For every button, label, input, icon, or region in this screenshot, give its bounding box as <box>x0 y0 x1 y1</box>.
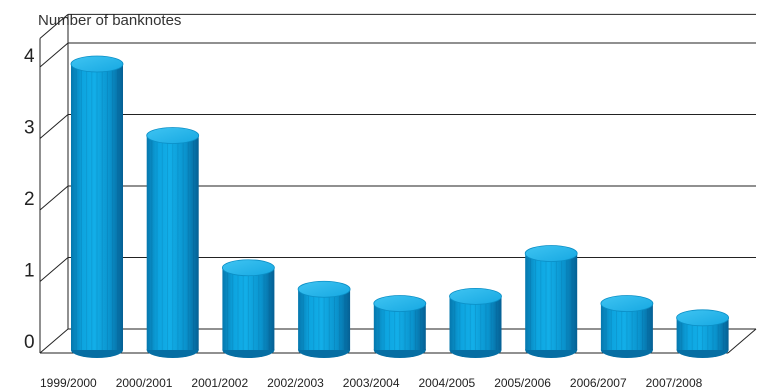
bar-top <box>524 245 578 262</box>
bar-body <box>222 267 275 350</box>
bar <box>221 259 275 358</box>
y-tick-label: 3 <box>24 118 35 139</box>
x-tick-label: 2002/2003 <box>267 376 324 390</box>
x-axis-ticks: 1999/2000 2000/2001 2001/2002 2002/2003 2003… <box>40 376 703 390</box>
bar-top <box>373 295 427 312</box>
bars-layer <box>70 55 729 358</box>
bar-body <box>146 135 199 350</box>
y-tick-label: 2 <box>24 189 35 210</box>
bar-top <box>297 280 351 298</box>
bar <box>70 55 124 358</box>
bar-body <box>71 64 123 350</box>
y-tick-label: 0 <box>24 332 35 353</box>
bar-top <box>70 55 124 73</box>
x-tick-label: 2000/2001 <box>116 376 173 390</box>
bar-top <box>221 259 275 277</box>
bar <box>373 295 427 358</box>
x-tick-label: 2001/2002 <box>191 376 248 390</box>
x-tick-label: 1999/2000 <box>40 376 97 390</box>
gridline-side <box>39 185 69 211</box>
bar-body <box>449 296 502 350</box>
bar-top <box>600 295 654 312</box>
bar <box>297 280 351 358</box>
bar-body <box>525 253 578 350</box>
x-tick-label: 2005/2006 <box>494 376 551 390</box>
gridline-side <box>39 42 69 68</box>
gridline-side <box>39 257 69 282</box>
y-tick-label: 1 <box>24 261 35 282</box>
y-axis-title: Number of banknotes <box>38 12 181 29</box>
bar-top <box>146 127 200 144</box>
bar-top <box>676 309 729 327</box>
bar <box>600 295 654 358</box>
floor-right-edge <box>727 328 757 354</box>
y-axis-ticks: 0 1 2 3 4 <box>24 46 35 353</box>
side-wall-top <box>39 14 69 39</box>
bar <box>146 127 200 358</box>
x-tick-label: 2004/2005 <box>419 376 476 390</box>
gridline-side <box>39 114 69 139</box>
x-tick-label: 2007/2008 <box>646 376 703 390</box>
gridline-side <box>39 328 69 354</box>
bar <box>676 309 729 358</box>
bar-body <box>298 289 351 350</box>
x-tick-label: 2006/2007 <box>570 376 627 390</box>
bar <box>524 245 578 358</box>
bar <box>449 287 502 358</box>
x-tick-label: 2003/2004 <box>343 376 400 390</box>
y-tick-label: 4 <box>24 46 35 67</box>
bar-top <box>449 287 502 305</box>
